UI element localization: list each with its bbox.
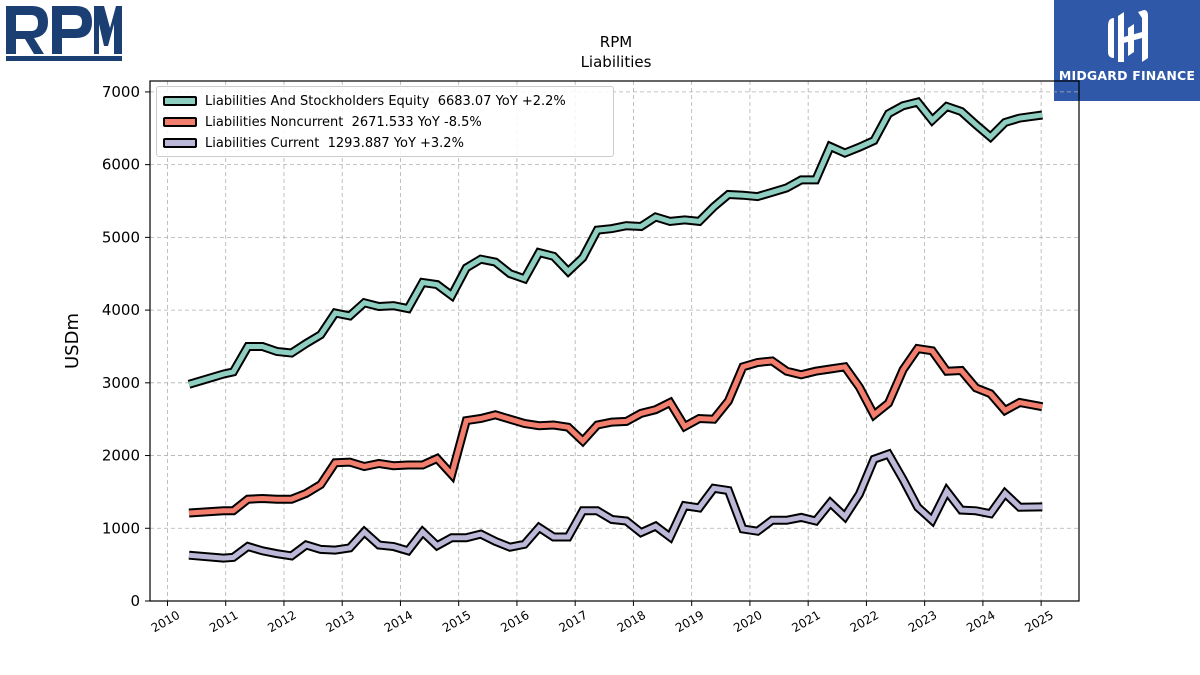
x-tick-label: 2014	[382, 608, 415, 635]
legend-item: Liabilities Noncurrent 2671.533 YoY -8.5…	[163, 114, 482, 130]
plot-frame	[149, 80, 1080, 602]
x-tick-label: 2020	[731, 608, 764, 635]
x-tick-label: 2023	[906, 608, 939, 635]
chart-title: RPM	[599, 33, 633, 51]
legend-swatch	[163, 96, 197, 106]
x-tick-label: 2015	[440, 608, 473, 635]
y-tick-label: 2000	[102, 447, 140, 465]
legend-swatch	[163, 117, 197, 127]
x-tick-label: 2019	[673, 608, 706, 635]
y-tick-label: 3000	[102, 374, 140, 392]
legend-item: Liabilities And Stockholders Equity 6683…	[163, 93, 566, 109]
y-tick-label: 1000	[102, 519, 140, 537]
midgard-finance-logo: MIDGARD FINANCE	[1054, 0, 1200, 101]
x-tick-label: 2025	[1022, 608, 1055, 635]
midgard-logo-text: MIDGARD FINANCE	[1058, 68, 1196, 83]
series-line	[188, 345, 1043, 516]
midgard-logo-mark	[1108, 10, 1148, 62]
legend-swatch	[163, 138, 197, 148]
x-tick-label: 2021	[789, 608, 822, 635]
y-tick-label: 0	[130, 592, 140, 610]
x-tick-label: 2016	[498, 608, 531, 635]
chart-subtitle: Liabilities	[580, 53, 652, 71]
x-tick-label: 2017	[556, 608, 589, 635]
y-tick-label: 4000	[102, 301, 140, 319]
x-tick-label: 2011	[207, 608, 240, 635]
x-tick-label: 2010	[149, 608, 182, 635]
x-tick-label: 2018	[615, 608, 648, 635]
x-tick-label: 2024	[964, 608, 997, 635]
rpm-logo-lettering	[6, 6, 122, 61]
series-line	[188, 99, 1043, 387]
legend-label: Liabilities And Stockholders Equity 6683…	[205, 93, 566, 109]
legend: Liabilities And Stockholders Equity 6683…	[156, 86, 614, 157]
series-line	[188, 451, 1043, 561]
rpm-logo	[6, 6, 122, 61]
legend-label: Liabilities Noncurrent 2671.533 YoY -8.5…	[205, 114, 482, 130]
x-tick-label: 2022	[848, 608, 881, 635]
x-tick-label: 2012	[265, 608, 298, 635]
x-tick-label: 2013	[323, 608, 356, 635]
y-tick-label: 7000	[102, 83, 140, 101]
y-tick-label: 5000	[102, 228, 140, 246]
y-tick-label: 6000	[102, 156, 140, 174]
legend-label: Liabilities Current 1293.887 YoY +3.2%	[205, 135, 464, 151]
y-axis-label: USDm	[62, 313, 83, 369]
series-lines	[187, 97, 1044, 563]
legend-item: Liabilities Current 1293.887 YoY +3.2%	[163, 135, 464, 151]
axes: 0 1000 2000 3000 4000 5000 6000 7000 2010 2011 201…	[102, 83, 1056, 635]
